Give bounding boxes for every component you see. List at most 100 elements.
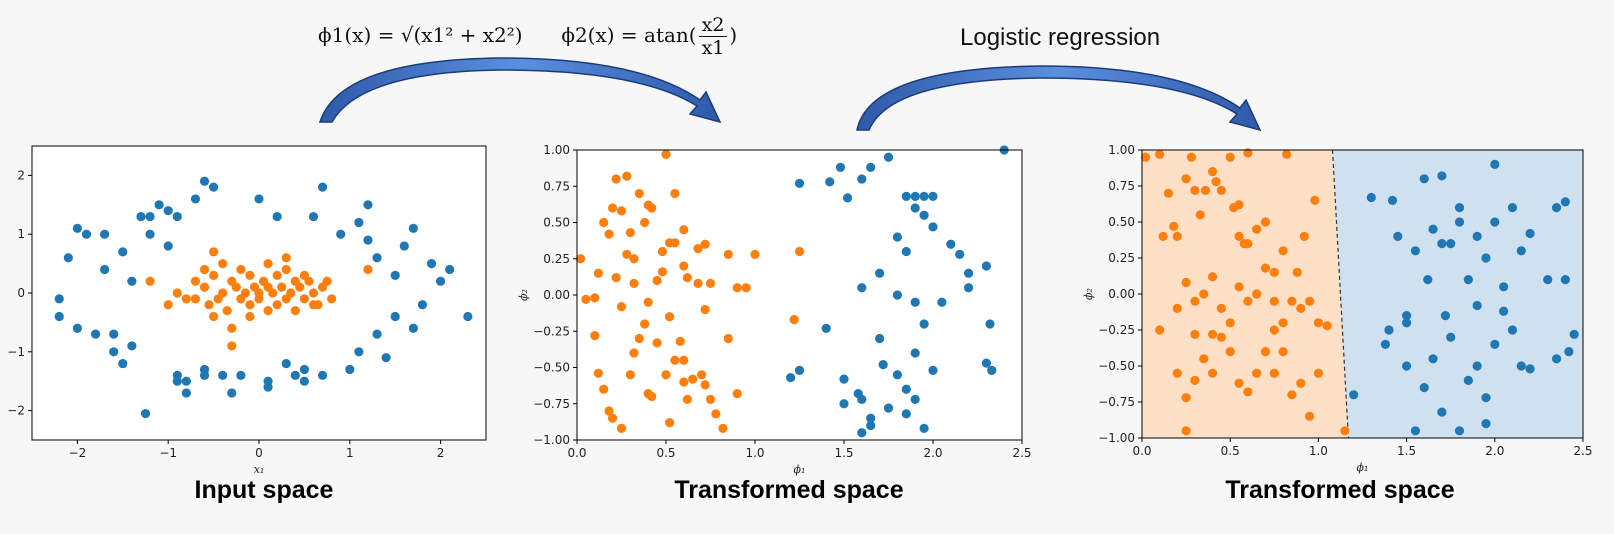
orange-data-point [1163, 188, 1174, 198]
orange-data-point [1155, 149, 1165, 159]
blue-data-point [1410, 426, 1421, 436]
x-tick-label: 2 [437, 446, 445, 460]
caption-input-space: Input space [194, 476, 334, 504]
orange-data-point [1282, 149, 1292, 159]
blue-data-point [853, 389, 863, 399]
x-tick-label: 0.0 [1132, 444, 1151, 458]
blue-data-point [910, 191, 920, 201]
y-tick-label: 0.25 [543, 252, 570, 266]
orange-data-point [593, 268, 603, 278]
orange-data-point [700, 304, 710, 315]
orange-data-point [308, 300, 319, 310]
blue-data-point [1440, 311, 1451, 321]
blue-data-point [1454, 203, 1465, 213]
orange-data-point [697, 370, 707, 380]
blue-data-point [100, 264, 110, 275]
orange-data-point [647, 391, 657, 402]
y-tick-label: −0.50 [1098, 359, 1135, 373]
blue-data-point [1446, 332, 1456, 342]
decision-boundary-line [1331, 149, 1349, 439]
blue-data-point [794, 365, 805, 375]
orange-data-point [1186, 152, 1196, 162]
blue-data-point [90, 329, 101, 339]
blue-data-point [1384, 325, 1394, 335]
orange-data-point [1190, 296, 1200, 306]
blue-data-point [281, 358, 291, 369]
orange-data-point [199, 282, 210, 292]
blue-data-point [1481, 419, 1491, 429]
orange-data-point [1225, 152, 1235, 162]
orange-data-point [652, 275, 662, 286]
orange-data-point [1172, 303, 1182, 313]
orange-data-point [277, 282, 287, 292]
orange-data-point [227, 323, 237, 333]
orange-data-point [1225, 318, 1235, 328]
orange-data-point [1155, 325, 1165, 335]
orange-data-point [1304, 411, 1315, 421]
y-tick-label: 0.50 [1108, 215, 1135, 229]
blue-data-point [163, 241, 173, 251]
transform-arrow-2 [856, 65, 1262, 132]
scatter-plot-2: 0.0 0.5 1.0 1.5 2.0 2.5 −1.00 −0.75 −0.50 −0.25 0.… [517, 143, 1032, 476]
blue-data-point [857, 174, 867, 184]
x-tick-label: 0 [255, 446, 263, 460]
orange-data-point [643, 297, 653, 307]
orange-data-point [679, 377, 689, 387]
x-tick-label: 2.5 [1012, 446, 1031, 460]
y-tick-label: 0.50 [543, 216, 570, 230]
y-tick-label: 0.00 [1108, 287, 1135, 301]
blue-data-point [1437, 171, 1447, 181]
y-tick-label: −2 [7, 404, 25, 418]
y-tick-label: −0.75 [1098, 395, 1135, 409]
blue-data-point [866, 420, 876, 431]
orange-data-point [679, 261, 689, 271]
x-axis-label: ϕ₁ [794, 463, 806, 476]
y-tick-label: 0.25 [1108, 251, 1135, 265]
orange-data-point [718, 423, 728, 433]
blue-data-point [445, 264, 455, 275]
blue-data-point [199, 176, 210, 186]
orange-data-point [1252, 289, 1262, 299]
blue-data-point [118, 358, 128, 369]
blue-data-point [118, 247, 128, 257]
orange-data-point [281, 253, 291, 263]
blue-data-point [72, 223, 82, 233]
orange-data-point [1181, 174, 1191, 184]
orange-data-point [629, 254, 639, 264]
blue-data-point [299, 376, 309, 386]
blue-data-point [63, 253, 73, 263]
blue-data-point [928, 191, 938, 201]
blue-data-point [408, 323, 418, 333]
orange-data-point [1269, 296, 1279, 306]
blue-data-point [236, 370, 246, 380]
orange-data-point [1313, 318, 1323, 328]
x-tick-label: 1.5 [1397, 444, 1416, 458]
blue-data-point [127, 341, 137, 351]
blue-data-point [1423, 275, 1433, 285]
blue-data-point [1569, 329, 1579, 339]
blue-data-point [1564, 347, 1574, 357]
orange-data-point [1234, 231, 1244, 241]
orange-data-point [1172, 231, 1182, 241]
blue-data-point [317, 370, 328, 380]
phi2-formula-lhs: ϕ2(x) = atan( [561, 23, 697, 47]
orange-data-point [1207, 167, 1218, 177]
orange-data-point [688, 374, 698, 384]
blue-data-point [408, 223, 418, 233]
orange-data-point [145, 276, 155, 286]
x-axis-label: x₁ [254, 463, 265, 476]
orange-data-point [1260, 347, 1271, 357]
orange-data-point [1207, 272, 1218, 282]
blue-data-point [390, 311, 400, 322]
orange-data-point [209, 311, 219, 322]
orange-data-point [664, 418, 675, 428]
y-tick-label: 1.00 [1108, 143, 1135, 157]
blue-data-point [794, 178, 805, 188]
blue-data-point [1490, 339, 1500, 349]
blue-data-point [354, 217, 364, 228]
orange-data-point [1216, 332, 1226, 342]
orange-data-point [209, 270, 219, 280]
orange-data-point [231, 282, 241, 292]
orange-data-point [622, 249, 632, 259]
orange-data-point [295, 282, 305, 292]
